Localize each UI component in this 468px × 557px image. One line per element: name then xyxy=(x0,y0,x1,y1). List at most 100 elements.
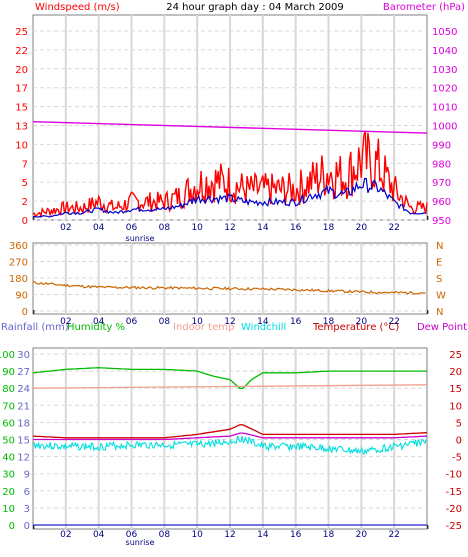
p3-x-tick: 18 xyxy=(323,530,335,540)
rainfall-y-tick: 24 xyxy=(17,384,30,395)
windspeed-gust-line xyxy=(32,130,428,219)
indoor-temp-label: Indoor temp xyxy=(173,322,234,333)
p1-x-tick: 04 xyxy=(93,223,105,233)
temp-y-tick: 0 xyxy=(456,436,462,447)
temp-y-tick: 25 xyxy=(449,350,462,361)
humidity-y-tick: 90 xyxy=(2,367,15,378)
temp-y-tick: -10 xyxy=(446,470,462,481)
p3-x-tick: 06 xyxy=(126,530,138,540)
p1-x-tick: 06 xyxy=(126,223,138,233)
humidity-line xyxy=(32,367,427,390)
humidity-y-tick: 70 xyxy=(2,401,15,412)
temp-y-tick: 5 xyxy=(456,418,462,429)
rainfall-y-tick: 0 xyxy=(24,521,30,532)
barometer-label: Barometer (hPa) xyxy=(383,2,465,13)
p2-x-tick: 04 xyxy=(93,317,105,327)
temp-y-tick: -25 xyxy=(446,521,462,532)
wind-y-tick: 2 xyxy=(22,197,28,208)
p1-x-tick: 22 xyxy=(388,223,399,233)
dewpoint-label: Dew Point xyxy=(417,322,467,333)
dir-compass-tick: S xyxy=(436,274,442,285)
p2-x-tick: 20 xyxy=(356,317,368,327)
dir-y-tick: 270 xyxy=(9,258,28,269)
wind-y-tick: 15 xyxy=(15,103,28,114)
wind-y-tick: 0 xyxy=(22,216,28,227)
p2-x-tick: 02 xyxy=(60,317,71,327)
p2-x-tick: 10 xyxy=(191,317,203,327)
p1-x-tick: 18 xyxy=(323,223,335,233)
wind-y-tick: 17 xyxy=(15,84,28,95)
temp-y-tick: -5 xyxy=(452,453,462,464)
baro-y-tick: 990 xyxy=(432,140,451,151)
p1-x-tick: 14 xyxy=(257,223,269,233)
p3-x-tick: 22 xyxy=(388,530,399,540)
dir-compass-tick: N xyxy=(436,241,443,252)
humidity-label: Humidity % xyxy=(67,322,125,333)
p2-x-tick: 18 xyxy=(323,317,335,327)
windspeed-label: Windspeed (m/s) xyxy=(35,2,120,13)
p1-x-tick: 10 xyxy=(191,223,203,233)
humidity-y-tick: 0 xyxy=(9,521,15,532)
p1-x-tick: 02 xyxy=(60,223,71,233)
p2-x-tick: 14 xyxy=(257,317,269,327)
indoor-temp-line xyxy=(32,384,428,389)
rainfall-y-tick: 9 xyxy=(24,470,30,481)
dir-y-tick: 90 xyxy=(15,291,28,302)
dewpoint-line xyxy=(33,432,428,441)
temp-y-tick: -20 xyxy=(446,504,462,515)
dir-y-tick: 180 xyxy=(9,274,28,285)
p2-x-tick: 16 xyxy=(290,317,302,327)
rainfall-y-tick: 27 xyxy=(17,367,30,378)
temp-y-tick: 15 xyxy=(449,384,462,395)
p2-x-tick: 08 xyxy=(159,317,171,327)
humidity-y-tick: 30 xyxy=(2,470,15,481)
p2-x-tick: 22 xyxy=(388,317,399,327)
temp-y-tick: 10 xyxy=(449,401,462,412)
dir-y-tick: 360 xyxy=(9,241,28,252)
rainfall-label: Rainfall (mm) xyxy=(1,322,69,333)
baro-y-tick: 1020 xyxy=(432,84,457,95)
dir-compass-tick: N xyxy=(436,307,443,318)
p1-x-tick: 20 xyxy=(356,223,368,233)
p2-x-tick: 06 xyxy=(126,317,138,327)
p3-x-tick: 02 xyxy=(60,530,71,540)
baro-y-tick: 1050 xyxy=(432,27,457,38)
rainfall-y-tick: 15 xyxy=(17,436,30,447)
wind-y-tick: 7 xyxy=(22,159,28,170)
baro-y-tick: 950 xyxy=(432,216,451,227)
rainfall-y-tick: 6 xyxy=(24,487,30,498)
wind-y-tick: 10 xyxy=(15,140,28,151)
temperature-line xyxy=(32,424,428,439)
temp-y-tick: -15 xyxy=(446,487,462,498)
wind-y-tick: 13 xyxy=(15,122,28,133)
p3-x-tick: 20 xyxy=(356,530,368,540)
dir-compass-tick: E xyxy=(436,258,442,269)
rainfall-y-tick: 30 xyxy=(17,350,30,361)
humidity-y-tick: 60 xyxy=(2,418,15,429)
graph-title: 24 hour graph day : 04 March 2009 xyxy=(166,2,344,13)
windchill-line xyxy=(32,435,427,456)
windchill-label: Windchill xyxy=(241,322,286,333)
p3-x-tick: 16 xyxy=(290,530,302,540)
humidity-y-tick: 80 xyxy=(2,384,15,395)
dir-y-tick: 0 xyxy=(22,307,28,318)
rainfall-y-tick: 12 xyxy=(17,453,30,464)
p3-x-tick: 14 xyxy=(257,530,269,540)
p1-x-tick: 16 xyxy=(290,223,302,233)
p1-x-tick: 12 xyxy=(224,223,235,233)
humidity-y-tick: 100 xyxy=(0,350,15,361)
temp-y-tick: 20 xyxy=(449,367,462,378)
humidity-y-tick: 10 xyxy=(2,504,15,515)
baro-y-tick: 960 xyxy=(432,197,451,208)
wind-y-tick: 20 xyxy=(15,65,28,76)
baro-y-tick: 1000 xyxy=(432,122,457,133)
windspeed-avg-line xyxy=(32,177,426,218)
baro-y-tick: 1010 xyxy=(432,103,457,114)
sunrise-label-1: sunrise xyxy=(126,234,155,243)
wind-y-tick: 22 xyxy=(15,46,28,57)
p1-x-tick: 08 xyxy=(159,223,171,233)
p3-x-tick: 04 xyxy=(93,530,105,540)
humidity-y-tick: 50 xyxy=(2,436,15,447)
p3-x-tick: 08 xyxy=(159,530,171,540)
baro-y-tick: 1030 xyxy=(432,65,457,76)
